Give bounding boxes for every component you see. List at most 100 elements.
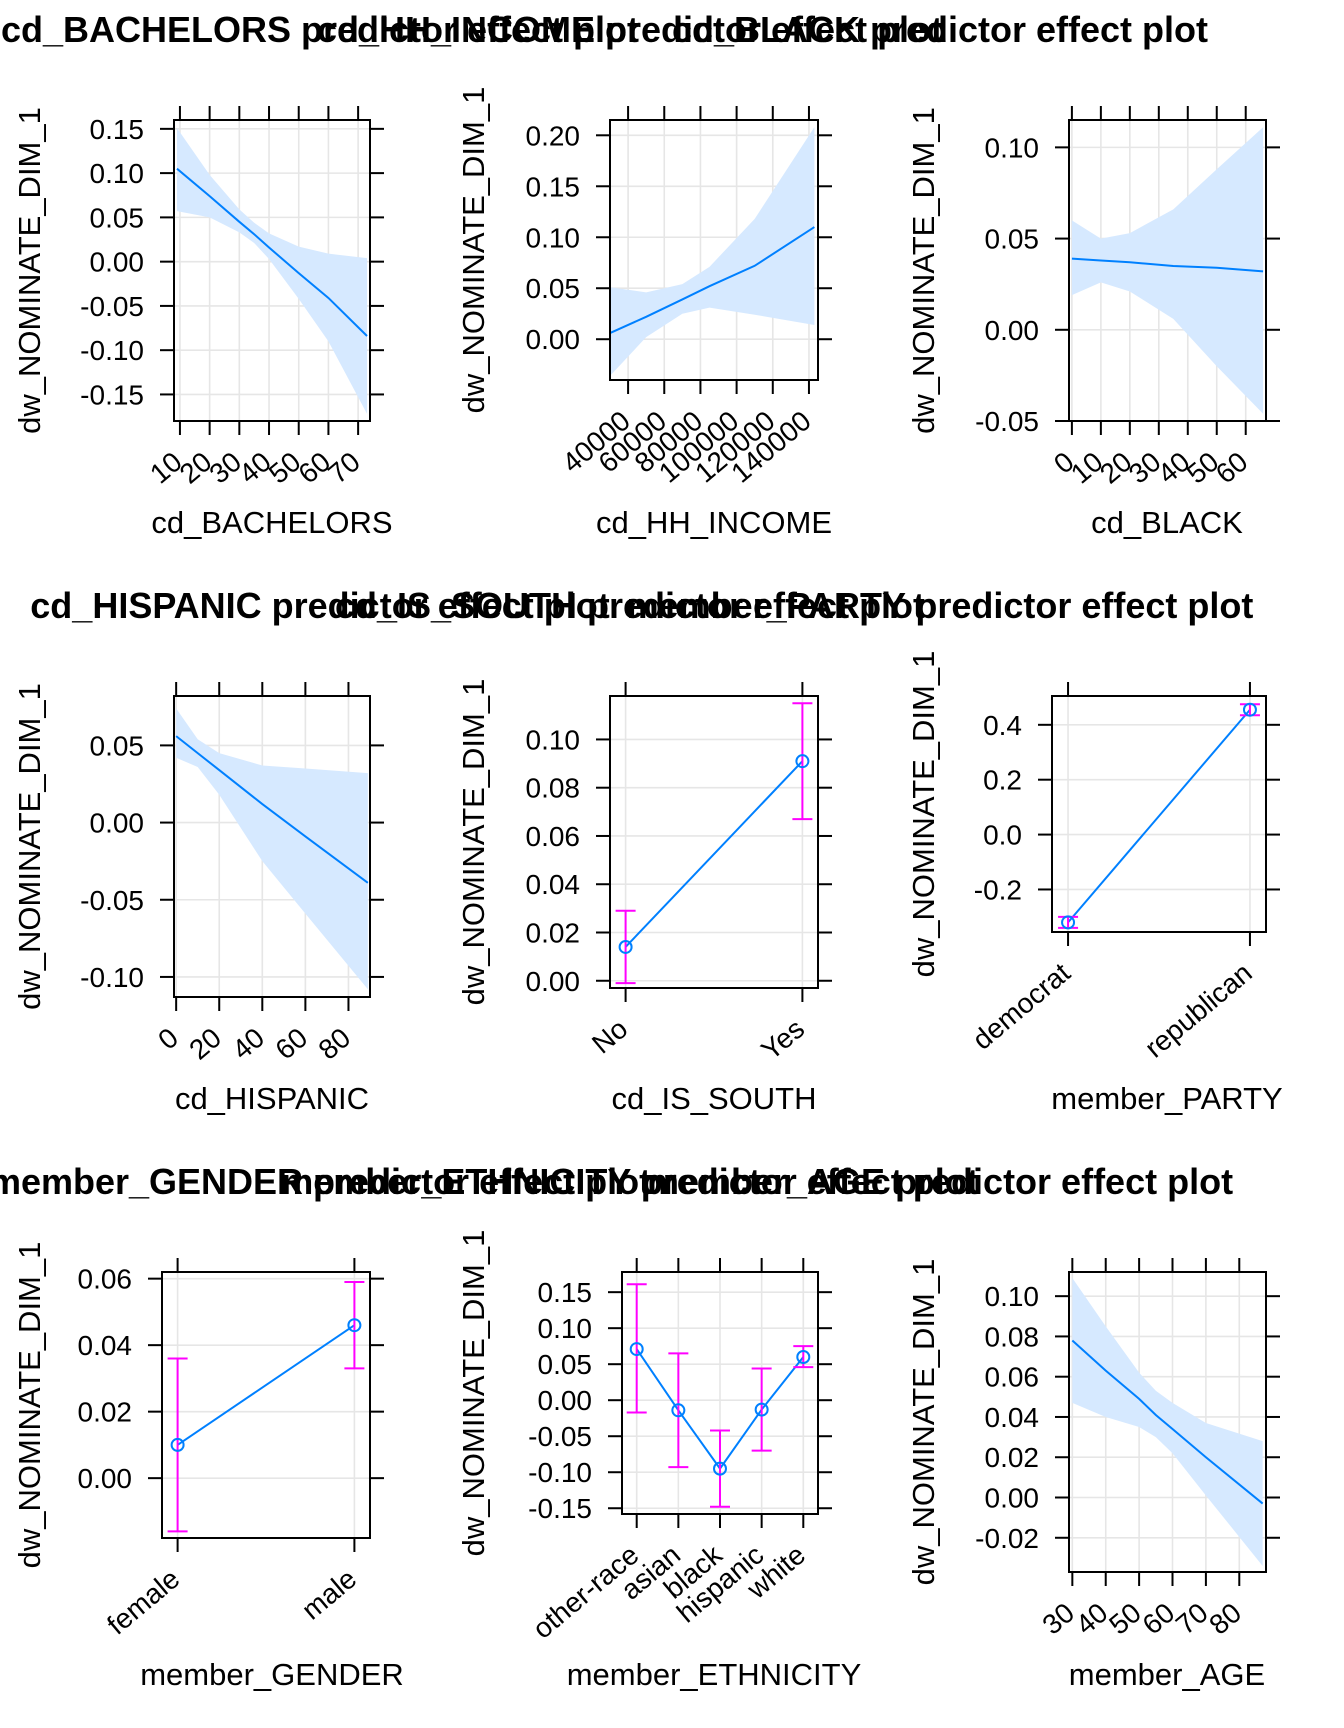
x-axis-label: member_AGE [1069,1657,1265,1692]
y-tick-label: -0.15 [80,379,144,410]
panel-title: cd_HH_INCOME predictor effect plot [317,9,943,50]
y-tick-label: 0.00 [90,247,145,278]
fit-line [1071,1339,1264,1505]
y-tick-label: 0.00 [526,324,581,355]
y-tick-label: -0.05 [80,885,144,916]
plot-frame [609,119,819,381]
fit-line [1067,709,1251,924]
y-tick-label: 0.05 [985,224,1040,255]
x-tick-label: 20 [183,1022,227,1066]
y-tick-label: 0.00 [538,1385,593,1416]
x-axis-label: member_PARTY [1051,1081,1282,1116]
effect-panel: -0.15-0.10-0.050.000.050.100.15102030405… [12,106,393,540]
y-tick-label: 0.08 [526,773,581,804]
y-tick-label: -0.15 [528,1493,592,1524]
y-tick-label: 0.00 [985,1483,1040,1514]
y-tick-label: 0.10 [90,158,145,189]
y-tick-label: 0.10 [526,222,581,253]
y-axis-label: dw_NOMINATE_DIM_1 [456,1230,491,1557]
y-tick-label: 0.04 [78,1330,133,1361]
panel-title: cd_HISPANIC predictor effect plot [30,585,609,626]
plot-frame [1068,1271,1267,1573]
y-tick-label: 0.05 [538,1349,593,1380]
y-tick-label: 0.04 [526,869,581,900]
y-tick-label: 0.15 [538,1277,593,1308]
y-tick-label: 0.00 [78,1463,133,1494]
y-axis-label: dw_NOMINATE_DIM_1 [456,679,491,1006]
x-axis-label: cd_IS_SOUTH [611,1081,816,1116]
y-tick-label: 0.4 [983,710,1022,741]
y-tick-label: 0.04 [985,1402,1040,1433]
fit-line [609,226,815,335]
data-point [1061,915,1076,930]
data-point [671,1403,686,1418]
y-tick-label: 0.10 [985,1281,1040,1312]
confidence-band [1072,1278,1263,1566]
plot-frame [161,1271,371,1539]
confidence-band [176,127,368,414]
fit-line [1071,257,1264,273]
effect-panel: 0.000.050.100.150.2040000600008000010000… [456,87,832,540]
y-tick-label: 0.05 [526,273,581,304]
data-point [795,754,810,769]
y-tick-label: 0.08 [985,1321,1040,1352]
x-tick-label: democrat [967,957,1077,1056]
x-tick-label: 60 [269,1022,313,1066]
panel-title: member_ETHNICITY predictor effect plot [281,1161,978,1202]
data-point [347,1318,362,1333]
panel-title: member_AGE predictor effect plot [647,1161,1233,1202]
y-tick-label: -0.2 [974,874,1022,905]
y-tick-label: -0.05 [975,406,1039,437]
x-tick-label: No [586,1013,633,1060]
y-tick-label: 0.00 [90,808,145,839]
effect-panel: 0.00 0.02 0.04 0.06 female male member_GENDER d… [12,1242,404,1692]
y-axis-label: dw_NOMINATE_DIM_1 [906,1259,941,1586]
y-tick-label: -0.05 [80,291,144,322]
fit-line [177,1324,355,1446]
x-tick-label: 40 [226,1022,270,1066]
y-tick-label: -0.10 [80,335,144,366]
x-axis-label: cd_BACHELORS [151,505,392,540]
data-point [629,1342,644,1357]
panel-title: member_GENDER predictor effect plot [0,1161,651,1202]
effect-panel: -0.15-0.10-0.050.000.050.100.15other-rac… [456,1230,861,1692]
y-tick-label: 0.02 [78,1397,133,1428]
y-axis-label: dw_NOMINATE_DIM_1 [456,87,491,414]
plot-frame [173,695,371,998]
y-tick-label: 0.00 [526,966,581,997]
y-tick-label: -0.02 [975,1523,1039,1554]
x-tick-label: 80 [1203,1597,1247,1641]
x-tick-label: 80 [313,1022,357,1066]
y-tick-label: 0.10 [985,132,1040,163]
confidence-band [1071,127,1264,414]
x-axis-label: member_GENDER [140,1657,404,1692]
y-tick-label: 0.15 [90,114,145,145]
x-tick-label: 60 [1210,446,1254,490]
y-tick-label: 0.06 [78,1264,133,1295]
y-tick-label: -0.05 [528,1421,592,1452]
effect-panel: -0.10 -0.05 0.00 0.05 0 20 40 60 80 cd_HISPANIC dw… [12,682,384,1116]
data-point [170,1437,185,1452]
x-tick-label: male [296,1563,362,1626]
y-tick-label: 0.15 [526,171,581,202]
fit-line [175,735,369,884]
y-tick-label: -0.10 [528,1457,592,1488]
x-tick-label: 70 [322,446,366,490]
y-tick-label: 0.06 [526,821,581,852]
y-tick-label: 0.10 [526,724,581,755]
data-point [713,1461,727,1476]
y-tick-label: 0.20 [526,120,581,151]
y-axis-label: dw_NOMINATE_DIM_1 [906,651,941,978]
confidence-band [610,127,815,376]
x-axis-label: cd_HISPANIC [175,1081,369,1116]
y-tick-label: 0.0 [983,820,1022,851]
x-tick-label: female [101,1563,185,1641]
plot-frame [1051,695,1267,933]
y-tick-label: 0.02 [985,1442,1040,1473]
effect-panel: 0.00 0.02 0.04 0.06 0.08 0.10 No Yes cd_IS_SOUTH… [456,679,832,1116]
data-point [754,1402,769,1417]
y-tick-label: 0.02 [526,917,581,948]
y-axis-label: dw_NOMINATE_DIM_1 [906,107,941,434]
data-point [1242,702,1257,717]
